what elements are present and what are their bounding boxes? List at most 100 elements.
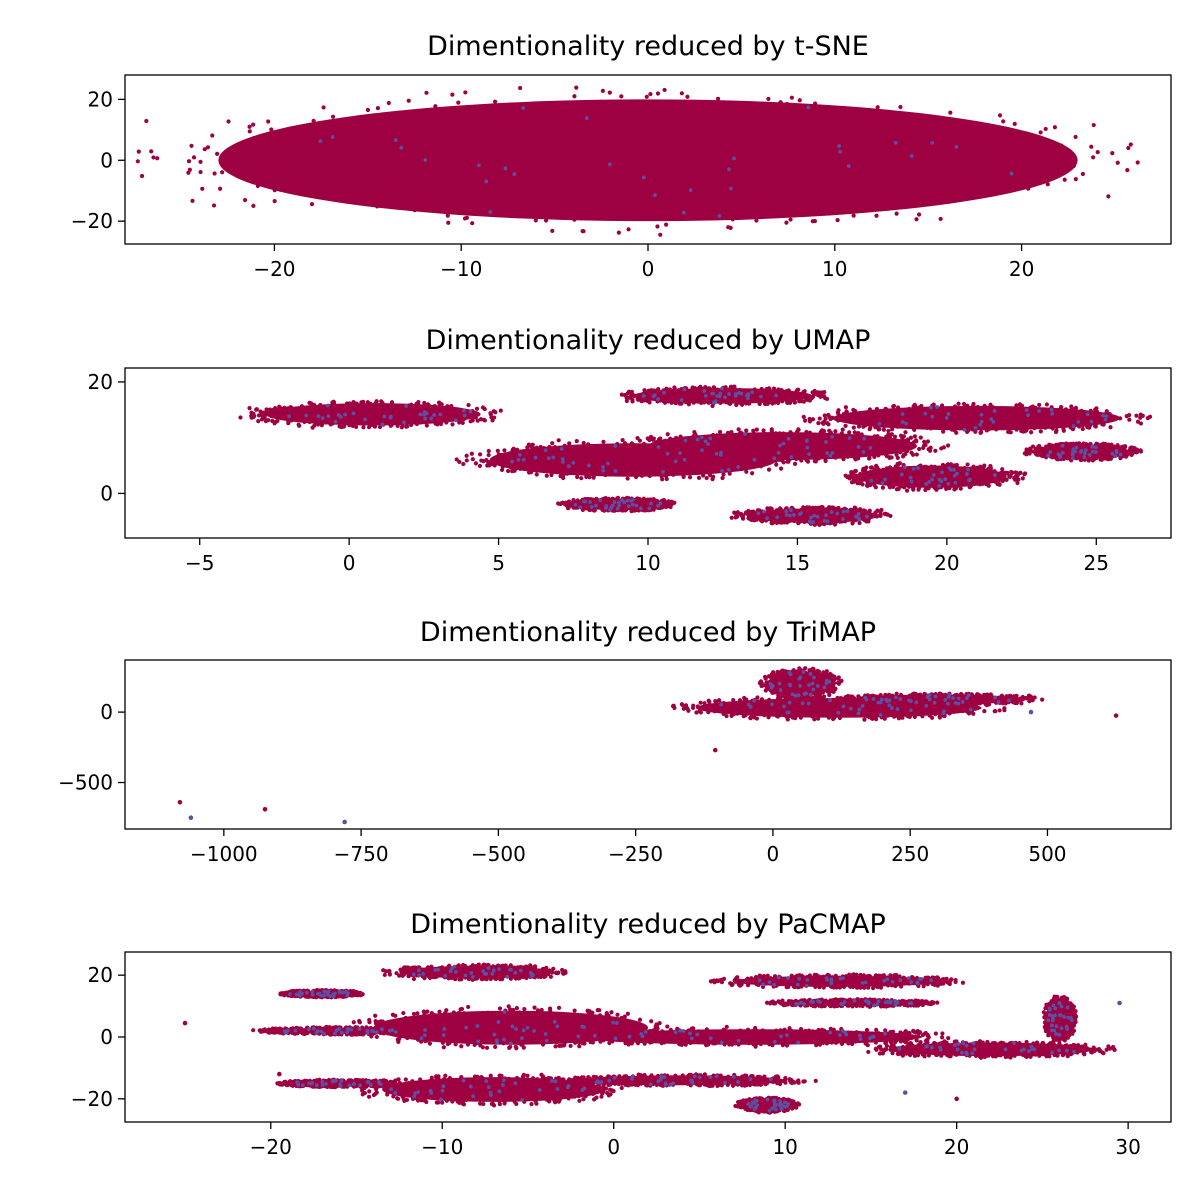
data-point (525, 1013, 530, 1018)
data-point (374, 399, 379, 404)
x-tick-label: 20 (934, 551, 959, 575)
data-point (777, 712, 782, 718)
data-point (360, 1088, 365, 1093)
data-point (151, 155, 156, 160)
data-point-minority (287, 414, 292, 419)
data-point (641, 441, 647, 446)
data-point (832, 715, 837, 720)
data-point (816, 421, 821, 426)
data-point (884, 1043, 890, 1049)
data-point (1063, 454, 1068, 460)
data-point-minority (774, 393, 779, 398)
data-point-minority (758, 394, 763, 399)
data-point (429, 405, 434, 410)
data-point (903, 451, 908, 457)
data-point-minority (887, 703, 892, 708)
data-point (198, 169, 203, 175)
data-point (861, 477, 866, 482)
data-point (795, 387, 800, 393)
data-point (926, 1053, 932, 1058)
data-point (542, 467, 547, 473)
data-point (186, 170, 191, 175)
data-point (418, 420, 423, 425)
data-point (1079, 1048, 1085, 1053)
data-point (1048, 1041, 1053, 1046)
data-point (844, 413, 849, 419)
data-point (855, 1037, 860, 1042)
data-point-minority (673, 459, 678, 464)
data-point (484, 1045, 490, 1050)
data-point (607, 497, 612, 503)
data-point (1052, 408, 1057, 413)
data-point (461, 461, 466, 467)
x-tick-label: −1000 (190, 842, 258, 866)
data-point (495, 448, 500, 453)
data-point (1062, 177, 1067, 182)
data-point (594, 1095, 599, 1100)
data-point (543, 218, 549, 223)
data-point (907, 444, 912, 450)
data-point (414, 1017, 419, 1022)
data-point (290, 417, 295, 422)
data-point (574, 438, 579, 444)
data-point (671, 439, 676, 444)
data-point (600, 88, 605, 93)
data-point-minority (847, 436, 852, 441)
data-point (1101, 422, 1106, 427)
data-point (743, 511, 749, 516)
data-point (1073, 176, 1078, 182)
data-point (914, 1038, 919, 1043)
data-point (648, 91, 653, 97)
data-point-minority (423, 158, 428, 162)
data-point-minority (1070, 452, 1075, 457)
data-point (375, 403, 380, 408)
data-point (704, 475, 709, 481)
data-point (983, 469, 988, 474)
data-point (698, 700, 703, 705)
data-point (973, 429, 978, 434)
data-point-minority (543, 448, 548, 453)
data-point (351, 399, 356, 405)
data-point (724, 400, 729, 405)
data-point (984, 148, 989, 153)
data-point (541, 462, 547, 467)
data-point-minority (904, 421, 909, 426)
data-point (796, 670, 802, 675)
data-point-minority (835, 511, 840, 516)
data-point (328, 121, 333, 126)
data-point-minority (989, 417, 994, 422)
data-point (1031, 695, 1036, 701)
data-point (794, 433, 799, 438)
data-point (844, 453, 849, 458)
data-point (564, 503, 569, 508)
data-point (688, 437, 693, 443)
data-point (745, 1027, 751, 1032)
data-point (954, 1052, 959, 1057)
data-point (619, 1015, 624, 1021)
data-point (362, 1090, 368, 1096)
data-point (896, 716, 902, 721)
data-point (670, 454, 675, 459)
data-point (659, 505, 664, 510)
data-point-minority (825, 451, 830, 455)
data-point-minority (966, 467, 970, 472)
data-point (601, 439, 606, 444)
data-point (666, 399, 671, 404)
data-point-minority (790, 692, 795, 697)
data-point (1090, 458, 1095, 463)
data-point (1065, 422, 1070, 427)
panel-title: Dimentionality reduced by UMAP (426, 325, 871, 356)
data-point (293, 414, 298, 419)
data-point (286, 420, 291, 426)
data-point (1035, 446, 1040, 451)
data-point-minority (909, 479, 914, 484)
data-point (522, 1007, 527, 1012)
data-point (571, 1030, 576, 1035)
data-point (630, 1020, 635, 1026)
data-point (481, 1101, 486, 1107)
data-point (291, 411, 296, 416)
data-point (807, 419, 813, 424)
data-point (788, 430, 793, 435)
data-point-minority (1046, 453, 1050, 458)
